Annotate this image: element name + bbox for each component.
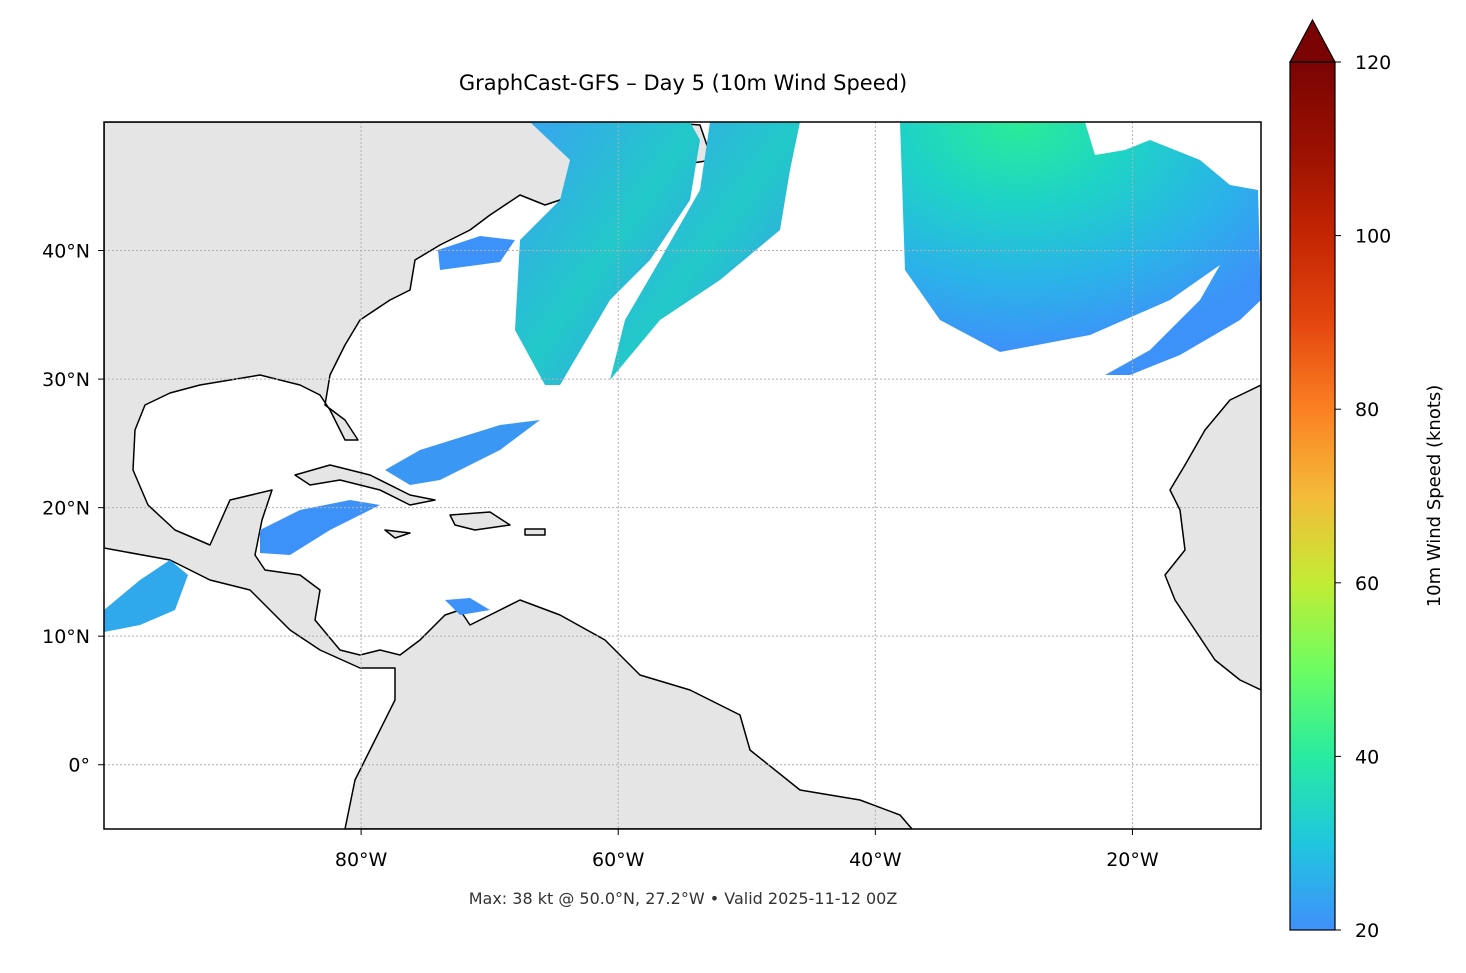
colorbar-tick-label: 20 — [1355, 920, 1379, 942]
wind-area — [260, 500, 380, 555]
map-frame — [103, 121, 1262, 830]
colorbar-tick-label: 100 — [1355, 226, 1391, 248]
land — [104, 122, 913, 829]
colorbar-tick-label: 80 — [1355, 399, 1379, 421]
land — [294, 464, 436, 506]
chart-title: GraphCast-GFS – Day 5 (10m Wind Speed) — [459, 71, 907, 95]
x-tick-label: 20°W — [1106, 849, 1159, 871]
colorbar-extend — [1288, 18, 1337, 63]
x-tick-label: 80°W — [335, 849, 388, 871]
wind-area — [104, 560, 188, 632]
colorbar-label: 10m Wind Speed (knots) — [1424, 385, 1445, 608]
wind-area — [385, 420, 540, 485]
wind-area — [900, 122, 1261, 375]
y-tick-label: 0° — [68, 755, 90, 777]
land — [524, 528, 546, 536]
y-tick-label: 40°N — [42, 241, 90, 263]
x-tick-label: 40°W — [849, 849, 902, 871]
land — [1164, 384, 1261, 691]
wind-area — [438, 236, 515, 270]
land — [384, 529, 411, 539]
land — [449, 511, 511, 531]
x-tick-label: 60°W — [592, 849, 645, 871]
wind-area — [515, 122, 700, 385]
footnote: Max: 38 kt @ 50.0°N, 27.2°W • Valid 2025… — [469, 889, 898, 908]
colorbar-frame — [1289, 61, 1336, 931]
y-tick-label: 30°N — [42, 369, 90, 391]
colorbar-tick-label: 40 — [1355, 746, 1379, 768]
colorbar-tick-label: 120 — [1355, 52, 1391, 74]
y-tick-label: 10°N — [42, 626, 90, 648]
colorbar — [1290, 62, 1335, 930]
colorbar-tick-label: 60 — [1355, 573, 1379, 595]
wind-area — [445, 598, 490, 615]
y-tick-label: 20°N — [42, 498, 90, 520]
map — [104, 122, 1261, 829]
